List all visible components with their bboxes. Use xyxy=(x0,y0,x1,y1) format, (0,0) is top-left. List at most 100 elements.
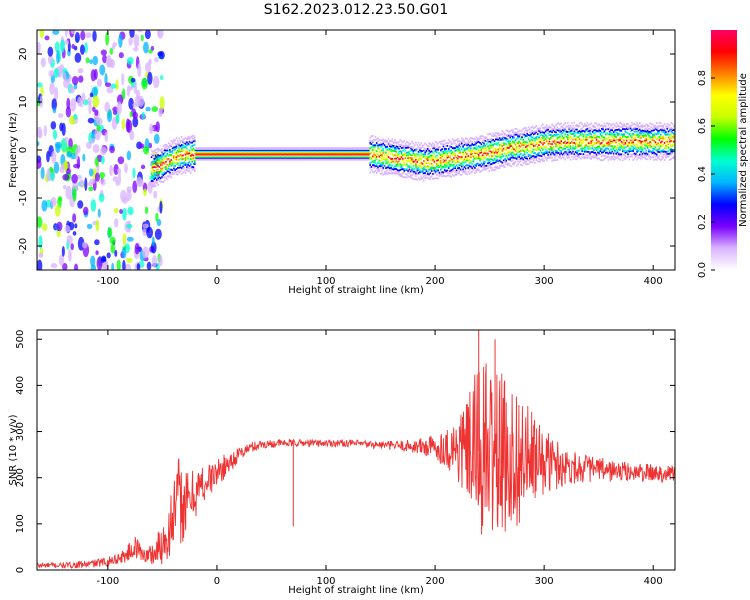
spectrogram-cell xyxy=(379,156,382,159)
spectrogram-cell xyxy=(437,157,440,160)
spectrogram-cell xyxy=(532,145,535,147)
spectrogram-cell xyxy=(551,151,553,154)
spectrogram-cell xyxy=(460,162,463,165)
spectrogram-cell xyxy=(413,144,416,147)
spectrogram-cell xyxy=(470,165,472,168)
spectrogram-cell xyxy=(451,170,454,173)
spectrogram-cell xyxy=(245,147,247,150)
spectrogram-cell xyxy=(242,154,245,156)
spectrogram-cell xyxy=(284,149,286,151)
spectrogram-cell xyxy=(544,138,547,140)
spectrogram-cell xyxy=(568,126,570,129)
spectrogram-cell xyxy=(548,148,551,151)
spectrogram-cell xyxy=(161,162,163,165)
spectrogram-cell xyxy=(556,122,559,125)
spectrogram-cell xyxy=(235,152,238,154)
spectrogram-cell xyxy=(152,168,154,171)
spectrogram-cell xyxy=(328,154,331,157)
spectrogram-cell xyxy=(442,171,445,174)
spectrogram-cell xyxy=(217,150,220,152)
spectrogram-cell xyxy=(82,241,88,249)
spectrogram-cell xyxy=(323,154,326,156)
spectrogram-cell xyxy=(531,161,534,164)
spectrogram-cell xyxy=(269,148,272,151)
spectrogram-cell xyxy=(377,166,379,169)
spectrogram-cell xyxy=(379,143,382,146)
spectrogram-cell xyxy=(237,157,239,160)
spectrogram-cell xyxy=(47,54,53,65)
spectrogram-cell xyxy=(590,151,593,153)
spectrogram-cell xyxy=(296,156,298,159)
spectrogram-cell xyxy=(443,156,446,159)
spectrogram-cell xyxy=(300,154,302,157)
spectrogram-cell xyxy=(233,147,235,150)
spectrogram-cell xyxy=(413,170,416,173)
spectrogram-cell xyxy=(370,146,373,149)
spectrogram-cell xyxy=(337,152,340,154)
spectrogram-cell xyxy=(542,143,544,146)
spectrogram-cell xyxy=(252,147,255,150)
spectrogram-cell xyxy=(451,160,454,163)
spectrogram-cell xyxy=(250,148,252,151)
spectrogram-cell xyxy=(203,149,205,151)
spectrogram-cell xyxy=(564,130,566,133)
spectrogram-cell xyxy=(246,157,248,160)
spectrogram-cell xyxy=(170,176,173,179)
spectrogram-cell xyxy=(218,155,221,158)
spectrogram-cell xyxy=(548,130,551,133)
spectrogram-cell xyxy=(557,133,560,136)
spectrogram-cell xyxy=(549,153,552,156)
spectrogram-cell xyxy=(146,261,152,270)
spectrogram-cell xyxy=(349,147,352,150)
spectrogram-cell xyxy=(268,154,271,157)
spectrogram-cell xyxy=(395,170,398,173)
spectrogram-cell xyxy=(200,149,203,151)
spectrogram-cell xyxy=(248,156,251,159)
spectrogram-cell xyxy=(598,152,600,155)
spectrogram-cell xyxy=(348,149,351,151)
spectrogram-cell xyxy=(79,179,85,188)
spectrogram-cell xyxy=(572,128,574,130)
spectrogram-cell xyxy=(280,147,282,150)
spectrogram-cell xyxy=(438,141,441,143)
spectrogram-cell xyxy=(311,148,314,151)
spectrogram-cell xyxy=(377,168,379,171)
spectrogram-cell xyxy=(420,176,423,179)
spectrogram-cell xyxy=(510,134,513,137)
spectrogram-cell xyxy=(505,137,508,140)
spectrogram-cell xyxy=(387,164,390,167)
spectrogram-cell xyxy=(311,150,314,152)
spectrogram-cell xyxy=(362,147,365,150)
spectrogram-cell xyxy=(268,147,271,150)
spectrogram-cell xyxy=(178,144,180,146)
spectrogram-cell xyxy=(192,147,195,150)
spectrogram-cell xyxy=(231,148,234,151)
spectrogram-cell xyxy=(426,172,429,175)
spectrogram-cell xyxy=(280,150,282,152)
spectrogram-cell xyxy=(234,151,237,153)
spectrogram-cell xyxy=(74,52,82,63)
spectrogram-cell xyxy=(159,170,162,173)
spectrogram-cell xyxy=(546,135,548,138)
spectrogram-cell xyxy=(178,149,180,151)
spectrogram-cell xyxy=(161,150,163,153)
spectrogram-cell xyxy=(411,160,413,163)
spectrogram-cell xyxy=(504,137,506,139)
spectrogram-cell xyxy=(237,149,239,151)
spectrogram-cell xyxy=(577,156,580,159)
spectrogram-cell xyxy=(173,146,175,149)
spectrogram-cell xyxy=(306,151,309,153)
spectrogram-cell xyxy=(150,177,153,179)
spectrogram-marks xyxy=(37,30,675,270)
spectrogram-cell xyxy=(547,126,549,129)
spectrogram-cell xyxy=(525,129,527,132)
spectrogram-cell xyxy=(313,153,315,155)
spectrogram-cell xyxy=(296,147,298,150)
spectrogram-cell xyxy=(157,160,159,163)
spectrogram-cell xyxy=(166,167,169,170)
spectrogram-cell xyxy=(262,156,264,159)
spectrogram-cell xyxy=(432,158,434,161)
spectrogram-cell xyxy=(568,148,570,151)
spectrogram-cell xyxy=(526,148,529,151)
spectrogram-cell xyxy=(564,158,566,161)
